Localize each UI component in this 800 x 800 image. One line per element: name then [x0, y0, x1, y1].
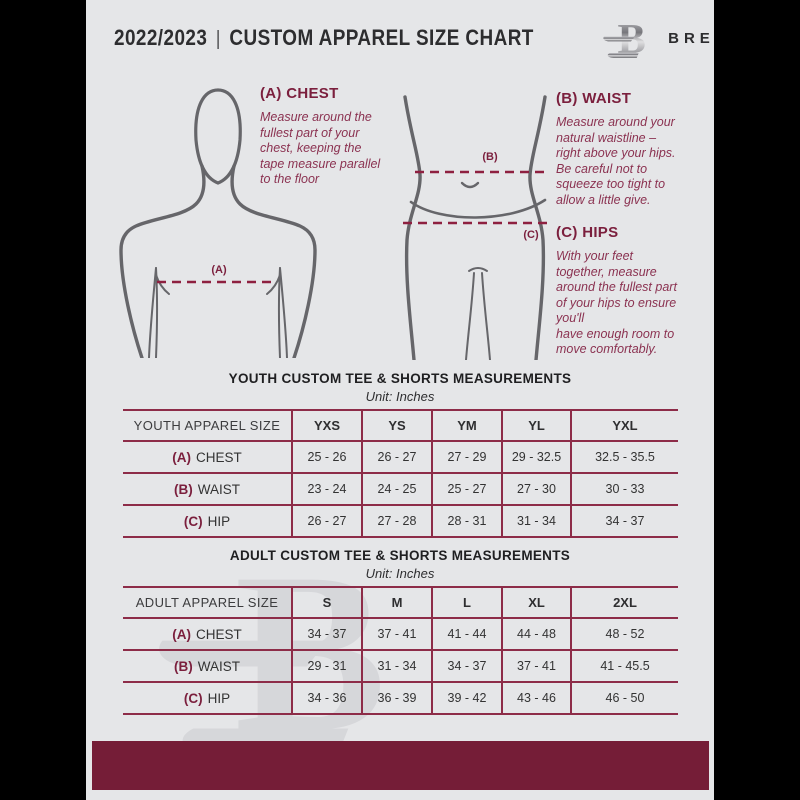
cell: 23 - 24 — [291, 473, 362, 506]
adult-size-col: S — [291, 587, 362, 619]
cell: 48 - 52 — [570, 618, 678, 651]
cell: 27 - 30 — [501, 473, 571, 506]
cell: 27 - 28 — [361, 505, 432, 538]
chest-line-marker: (A) — [211, 264, 227, 276]
row-label: (B) WAIST — [123, 650, 292, 683]
waist-guide: (B) WAIST Measure around your natural wa… — [556, 90, 714, 208]
cell: 37 - 41 — [361, 618, 432, 651]
size-chart-page: B 2022/2023 | CUSTOM APPAREL SIZE CHART — [86, 0, 714, 800]
cell: 36 - 39 — [361, 682, 432, 715]
cell: 43 - 46 — [501, 682, 571, 715]
page-title: 2022/2023 | CUSTOM APPAREL SIZE CHART — [114, 25, 534, 51]
waist-guide-text: Measure around your natural waistline – … — [556, 115, 676, 207]
cell: 41 - 44 — [431, 618, 502, 651]
cell: 26 - 27 — [291, 505, 362, 538]
youth-chest-row: (A) CHEST 25 - 26 26 - 27 27 - 29 29 - 32… — [123, 441, 678, 474]
adult-chest-row: (A) CHEST 34 - 37 37 - 41 41 - 44 44 - 48… — [123, 618, 678, 651]
row-label: (B) WAIST — [123, 473, 292, 506]
youth-size-col: YS — [361, 410, 432, 442]
title-year: 2022/2023 — [114, 25, 208, 50]
cell: 24 - 25 — [361, 473, 432, 506]
row-label: (C) HIP — [123, 682, 292, 715]
upper-body-figure — [119, 88, 317, 358]
cell: 29 - 32.5 — [501, 441, 571, 474]
row-label: (C) HIP — [123, 505, 292, 538]
youth-waist-row: (B) WAIST 23 - 24 24 - 25 25 - 27 27 - 30… — [123, 473, 678, 506]
row-label: (A) CHEST — [123, 618, 292, 651]
youth-header-row: YOUTH APPAREL SIZE YXS YS YM YL YXL — [123, 410, 678, 442]
adult-hip-row: (C) HIP 34 - 36 36 - 39 39 - 42 43 - 46 4… — [123, 682, 678, 715]
cell: 26 - 27 — [361, 441, 432, 474]
youth-size-table: YOUTH APPAREL SIZE YXS YS YM YL YXL (A) C… — [123, 409, 678, 538]
cell: 31 - 34 — [501, 505, 571, 538]
footer-accent-bar — [92, 741, 709, 790]
cell: 37 - 41 — [501, 650, 571, 683]
cell: 46 - 50 — [570, 682, 678, 715]
cell: 34 - 37 — [570, 505, 678, 538]
cell: 32.5 - 35.5 — [570, 441, 678, 474]
adult-size-table: ADULT APPAREL SIZE S M L XL 2XL (A) CHEST… — [123, 586, 678, 715]
cell: 28 - 31 — [431, 505, 502, 538]
chest-guide-heading: (A) CHEST — [260, 85, 339, 102]
cell: 29 - 31 — [291, 650, 362, 683]
adult-size-col: L — [431, 587, 502, 619]
cell: 41 - 45.5 — [570, 650, 678, 683]
hips-guide: (C) HIPS With your feet together, measur… — [556, 224, 714, 358]
hip-line-marker: (C) — [523, 229, 539, 241]
adult-size-col: 2XL — [570, 587, 678, 619]
cell: 30 - 33 — [570, 473, 678, 506]
cell: 44 - 48 — [501, 618, 571, 651]
header: 2022/2023 | CUSTOM APPAREL SIZE CHART B — [86, 0, 714, 66]
cell: 31 - 34 — [361, 650, 432, 683]
title-text: CUSTOM APPAREL SIZE CHART — [229, 25, 534, 50]
youth-size-col: YXL — [570, 410, 678, 442]
cell: 34 - 37 — [431, 650, 502, 683]
youth-hip-row: (C) HIP 26 - 27 27 - 28 28 - 31 31 - 34 3… — [123, 505, 678, 538]
cell: 25 - 26 — [291, 441, 362, 474]
waist-line-marker: (B) — [482, 151, 498, 163]
cell: 27 - 29 — [431, 441, 502, 474]
youth-size-col: YL — [501, 410, 571, 442]
youth-table-unit: Unit: Inches — [365, 389, 435, 404]
cell: 39 - 42 — [431, 682, 502, 715]
cell: 25 - 27 — [431, 473, 502, 506]
brand-name: BREAKAWAY — [668, 29, 714, 47]
adult-corner-label: ADULT APPAREL SIZE — [123, 587, 292, 619]
breakaway-b-logo-icon: B — [603, 16, 646, 61]
youth-corner-label: YOUTH APPAREL SIZE — [123, 410, 292, 442]
adult-size-col: M — [361, 587, 432, 619]
title-separator: | — [215, 28, 221, 50]
youth-size-col: YXS — [291, 410, 362, 442]
adult-size-col: XL — [501, 587, 571, 619]
youth-size-col: YM — [431, 410, 502, 442]
waist-hips-figure — [403, 95, 550, 360]
youth-table-title: YOUTH CUSTOM TEE & SHORTS MEASUREMENTS — [228, 371, 572, 386]
adult-waist-row: (B) WAIST 29 - 31 31 - 34 34 - 37 37 - 41… — [123, 650, 678, 683]
hips-guide-text: With your feet together, measure around … — [556, 249, 677, 356]
row-label: (A) CHEST — [123, 441, 292, 474]
cell: 34 - 37 — [291, 618, 362, 651]
cell: 34 - 36 — [291, 682, 362, 715]
brand-lockup: B BREAKAWAY — [602, 16, 714, 61]
hips-guide-heading: (C) HIPS — [556, 224, 619, 241]
chest-guide-text: Measure around the fullest part of your … — [260, 110, 381, 186]
adult-header-row: ADULT APPAREL SIZE S M L XL 2XL — [123, 587, 678, 619]
adult-table-title: ADULT CUSTOM TEE & SHORTS MEASUREMENTS — [229, 548, 571, 563]
chest-guide: (A) CHEST Measure around the fullest par… — [260, 85, 418, 188]
waist-guide-heading: (B) WAIST — [556, 90, 632, 107]
adult-table-unit: Unit: Inches — [365, 566, 435, 581]
